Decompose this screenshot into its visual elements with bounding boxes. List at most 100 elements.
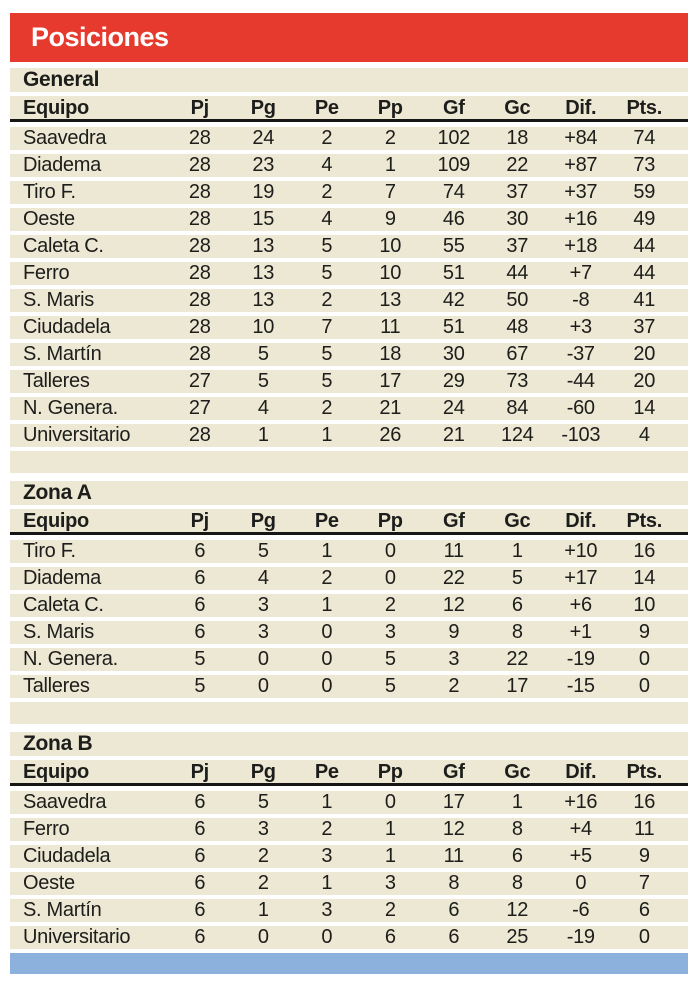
stat-cell: 26 [379,424,402,446]
stat-cell: 6 [511,594,523,616]
section-title: General [23,68,100,91]
stat-cell: 73 [506,370,529,392]
stat-cell: 0 [638,675,650,697]
stat-cell: 8 [511,872,523,894]
stat-cell: 0 [257,648,269,670]
stat-cell: 1 [321,424,333,446]
stat-cell: 20 [633,370,656,392]
stat-cell: 3 [448,648,460,670]
stat-cell: 28 [188,316,211,338]
section-title: Zona A [23,481,92,504]
team-name-cell: S. Martín [23,343,102,365]
stat-cell: -15 [566,675,595,697]
title-bar: Posiciones [10,13,688,62]
stat-cell: 2 [321,289,333,311]
stat-cell: 74 [442,181,465,203]
stat-cell: 0 [384,567,396,589]
stat-cell: 18 [506,127,529,149]
stat-cell: 7 [321,316,333,338]
stat-cell: 24 [442,397,465,419]
stat-cell: 0 [575,872,587,894]
stat-cell: 0 [321,648,333,670]
stat-cell: 28 [188,262,211,284]
section-spacer [10,702,688,724]
team-name-cell: S. Maris [23,289,94,311]
table-row: S. Maris 6 3 0 3 9 8 +1 9 [10,621,688,644]
stat-cell: 6 [194,791,206,813]
column-header-team: Equipo [23,96,89,119]
stat-cell: -6 [572,899,590,921]
stat-cell: 11 [380,316,401,338]
stat-cell: 0 [384,540,396,562]
stat-cell: 28 [188,235,211,257]
stat-cell: 67 [506,343,529,365]
column-header: Gc [504,509,531,532]
stat-cell: 6 [448,926,460,948]
stat-cell: 2 [384,899,396,921]
stat-cell: 6 [194,899,206,921]
table-row: Ciudadela 6 2 3 1 11 6 +5 9 [10,845,688,868]
table-row: Saavedra 6 5 1 0 17 1 +16 16 [10,791,688,814]
column-header-row: Equipo Pj Pg Pe Pp Gf Gc Dif. Pts. [10,509,688,535]
column-header: Dif. [565,760,597,783]
stat-cell: 0 [638,926,650,948]
column-header: Pp [377,509,403,532]
stat-cell: 16 [633,540,656,562]
stat-cell: 2 [448,675,460,697]
stat-cell: 6 [194,845,206,867]
stat-cell: 0 [321,621,333,643]
stat-cell: 30 [506,208,529,230]
stat-cell: 1 [511,791,523,813]
team-name-cell: Caleta C. [23,594,104,616]
column-header: Gc [504,760,531,783]
stat-cell: 2 [384,127,396,149]
stat-cell: +84 [564,127,598,149]
team-name-cell: Ciudadela [23,316,111,338]
stat-cell: 11 [443,540,464,562]
stat-cell: 1 [321,594,333,616]
column-header: Gc [504,96,531,119]
stat-cell: 9 [638,621,650,643]
stat-cell: 7 [638,872,650,894]
team-name-cell: Universitario [23,926,131,948]
table-row: Tiro F. 28 19 2 7 74 37 +37 59 [10,181,688,204]
stat-cell: 0 [257,675,269,697]
stat-cell: 7 [384,181,396,203]
column-header: Pg [250,96,276,119]
stat-cell: 1 [257,424,269,446]
stat-cell: 24 [252,127,275,149]
stat-cell: 59 [633,181,656,203]
stat-cell: 51 [442,316,465,338]
team-name-cell: Caleta C. [23,235,104,257]
stat-cell: 3 [384,872,396,894]
page-title: Posiciones [31,22,169,52]
column-header: Pj [190,760,210,783]
stat-cell: 10 [252,316,275,338]
stat-cell: 42 [442,289,465,311]
stat-cell: 14 [633,397,656,419]
table-row: Oeste 28 15 4 9 46 30 +16 49 [10,208,688,231]
table-row: Diadema 6 4 2 0 22 5 +17 14 [10,567,688,590]
stat-cell: 18 [379,343,402,365]
stat-cell: 8 [511,818,523,840]
stat-cell: +37 [564,181,598,203]
stat-cell: 5 [257,791,269,813]
stat-cell: 3 [257,594,269,616]
stat-cell: 5 [511,567,523,589]
team-name-cell: Ferro [23,818,70,840]
stat-cell: 44 [506,262,529,284]
stat-cell: 13 [252,262,275,284]
stat-cell: 8 [511,621,523,643]
column-header: Pg [250,760,276,783]
stat-cell: 11 [443,845,464,867]
stat-cell: -19 [566,648,595,670]
standings-section-0: General Equipo Pj Pg Pe Pp Gf Gc Dif. Pts. Saavedr… [10,68,688,447]
stat-cell: 13 [379,289,402,311]
stat-cell: 2 [321,127,333,149]
stat-cell: 41 [633,289,656,311]
stat-cell: 28 [188,343,211,365]
team-name-cell: N. Genera. [23,397,118,419]
stat-cell: 28 [188,289,211,311]
team-name-cell: N. Genera. [23,648,118,670]
team-name-cell: S. Maris [23,621,94,643]
